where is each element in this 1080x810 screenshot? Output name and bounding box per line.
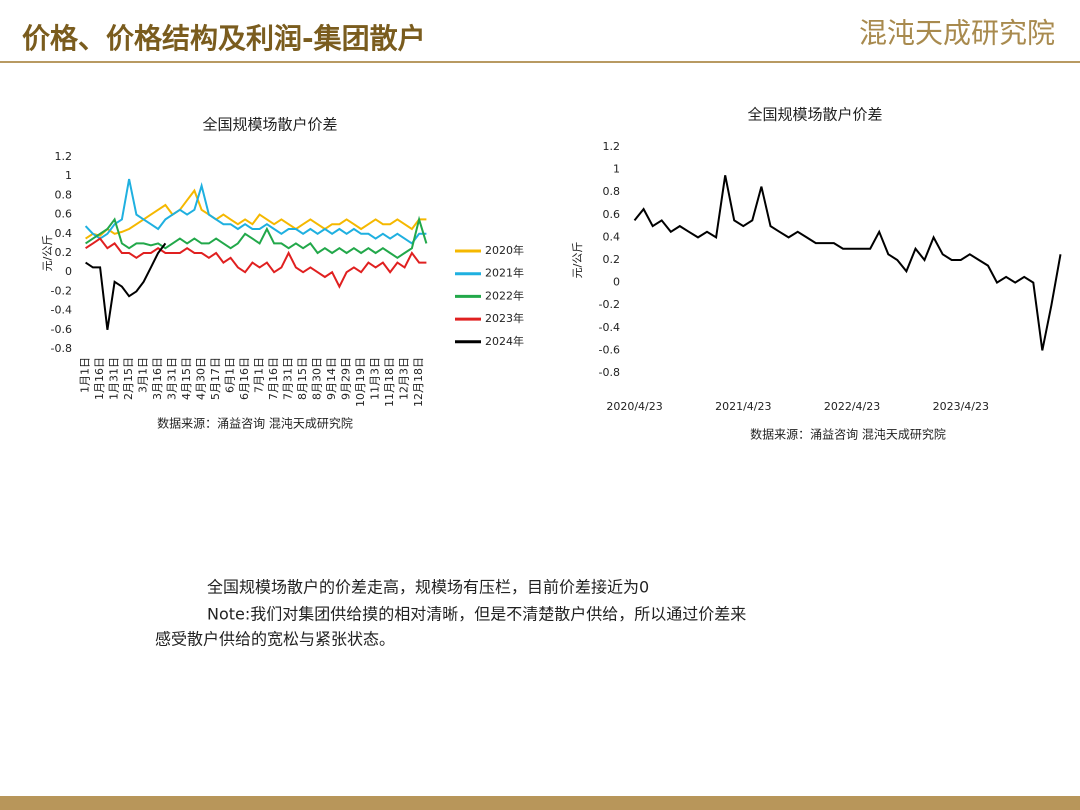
x-tick-label: 1月16日 [93, 357, 106, 400]
x-tick-label: 9月14日 [325, 357, 338, 400]
y-tick-label: -0.6 [599, 343, 620, 356]
x-tick-label: 1月1日 [79, 357, 92, 393]
x-tick-label: 8月30日 [311, 357, 324, 400]
x-tick-label: 7月31日 [282, 357, 295, 400]
series-line [84, 178, 427, 245]
note-text: 全国规模场散户的价差走高，规模场有压栏，目前价差接近为0 [207, 578, 649, 597]
x-tick-label: 2022/4/23 [824, 400, 880, 413]
x-tick-label: 2021/4/23 [715, 400, 771, 413]
y-tick-label: 0.4 [55, 227, 73, 240]
x-tick-label: 10月19日 [354, 357, 367, 407]
y-tick-label: -0.6 [51, 323, 72, 336]
y-tick-label: -0.8 [599, 366, 620, 379]
y-tick-label: 0.6 [55, 208, 73, 221]
y-tick-label: 0.8 [55, 188, 73, 201]
chart-title: 全国规模场散户价差 [747, 106, 882, 124]
legend-label: 2023年 [485, 311, 524, 325]
legend-label: 2020年 [485, 243, 524, 257]
series-line [85, 215, 428, 259]
legend-label: 2021年 [485, 266, 524, 280]
series-line [85, 188, 427, 240]
y-tick-label: 0.4 [603, 230, 621, 243]
chart-title: 全国规模场散户价差 [202, 116, 337, 134]
y-tick-label: -0.2 [51, 284, 72, 297]
y-axis-label: 元/公斤 [571, 242, 584, 279]
y-axis-label: 元/公斤 [41, 235, 54, 272]
series-line [85, 237, 427, 289]
x-tick-label: 7月16日 [267, 357, 280, 400]
y-tick-label: -0.4 [599, 321, 620, 334]
x-tick-label: 4月30日 [195, 357, 208, 400]
y-tick-label: 0.2 [603, 253, 621, 266]
note-text: Note:我们对集团供给摸的相对清晰，但是不清楚散户供给，所以通过价差来 [207, 605, 746, 624]
y-tick-label: 0.6 [603, 208, 621, 221]
y-tick-label: 1.2 [55, 150, 73, 163]
y-tick-label: 0 [613, 276, 620, 289]
x-tick-label: 3月1日 [137, 357, 150, 393]
note-text: 感受散户供给的宽松与紧张状态。 [155, 630, 395, 649]
x-tick-label: 11月3日 [369, 357, 382, 400]
x-tick-label: 3月16日 [151, 357, 164, 400]
x-tick-label: 4月15日 [180, 357, 193, 400]
x-tick-label: 11月18日 [383, 357, 396, 407]
source-note: 数据来源：涌益咨询 混沌天成研究院 [750, 427, 946, 442]
y-tick-label: 1 [65, 169, 72, 182]
source-note: 数据来源：涌益咨询 混沌天成研究院 [157, 416, 353, 431]
x-tick-label: 6月16日 [238, 357, 251, 400]
y-tick-label: -0.2 [599, 298, 620, 311]
x-tick-label: 2023/4/23 [933, 400, 989, 413]
legend-label: 2022年 [485, 288, 524, 302]
x-tick-label: 2月15日 [122, 357, 135, 400]
x-tick-label: 12月3日 [398, 357, 411, 400]
x-tick-label: 8月15日 [296, 357, 309, 400]
y-tick-label: 0.2 [55, 246, 73, 259]
x-tick-label: 7月1日 [253, 357, 266, 393]
slide-title: 价格、价格结构及利润-集团散户 [22, 22, 426, 55]
x-tick-label: 6月1日 [224, 357, 237, 393]
y-tick-label: 0 [65, 265, 72, 278]
y-tick-label: 1 [613, 163, 620, 176]
x-tick-label: 12月18日 [412, 357, 425, 407]
series-line [633, 175, 1062, 351]
y-tick-label: -0.8 [51, 342, 72, 355]
x-tick-label: 3月31日 [166, 357, 179, 400]
y-tick-label: 1.2 [603, 140, 621, 153]
x-tick-label: 5月17日 [209, 357, 222, 400]
logo: 混沌天成研究院 [859, 17, 1055, 50]
x-tick-label: 9月29日 [340, 357, 353, 400]
x-tick-label: 1月31日 [108, 357, 121, 400]
footer-band [0, 796, 1080, 810]
legend-label: 2024年 [485, 334, 524, 348]
x-tick-label: 2020/4/23 [606, 400, 662, 413]
y-tick-label: -0.4 [51, 304, 72, 317]
series-line [85, 242, 167, 330]
y-tick-label: 0.8 [603, 185, 621, 198]
